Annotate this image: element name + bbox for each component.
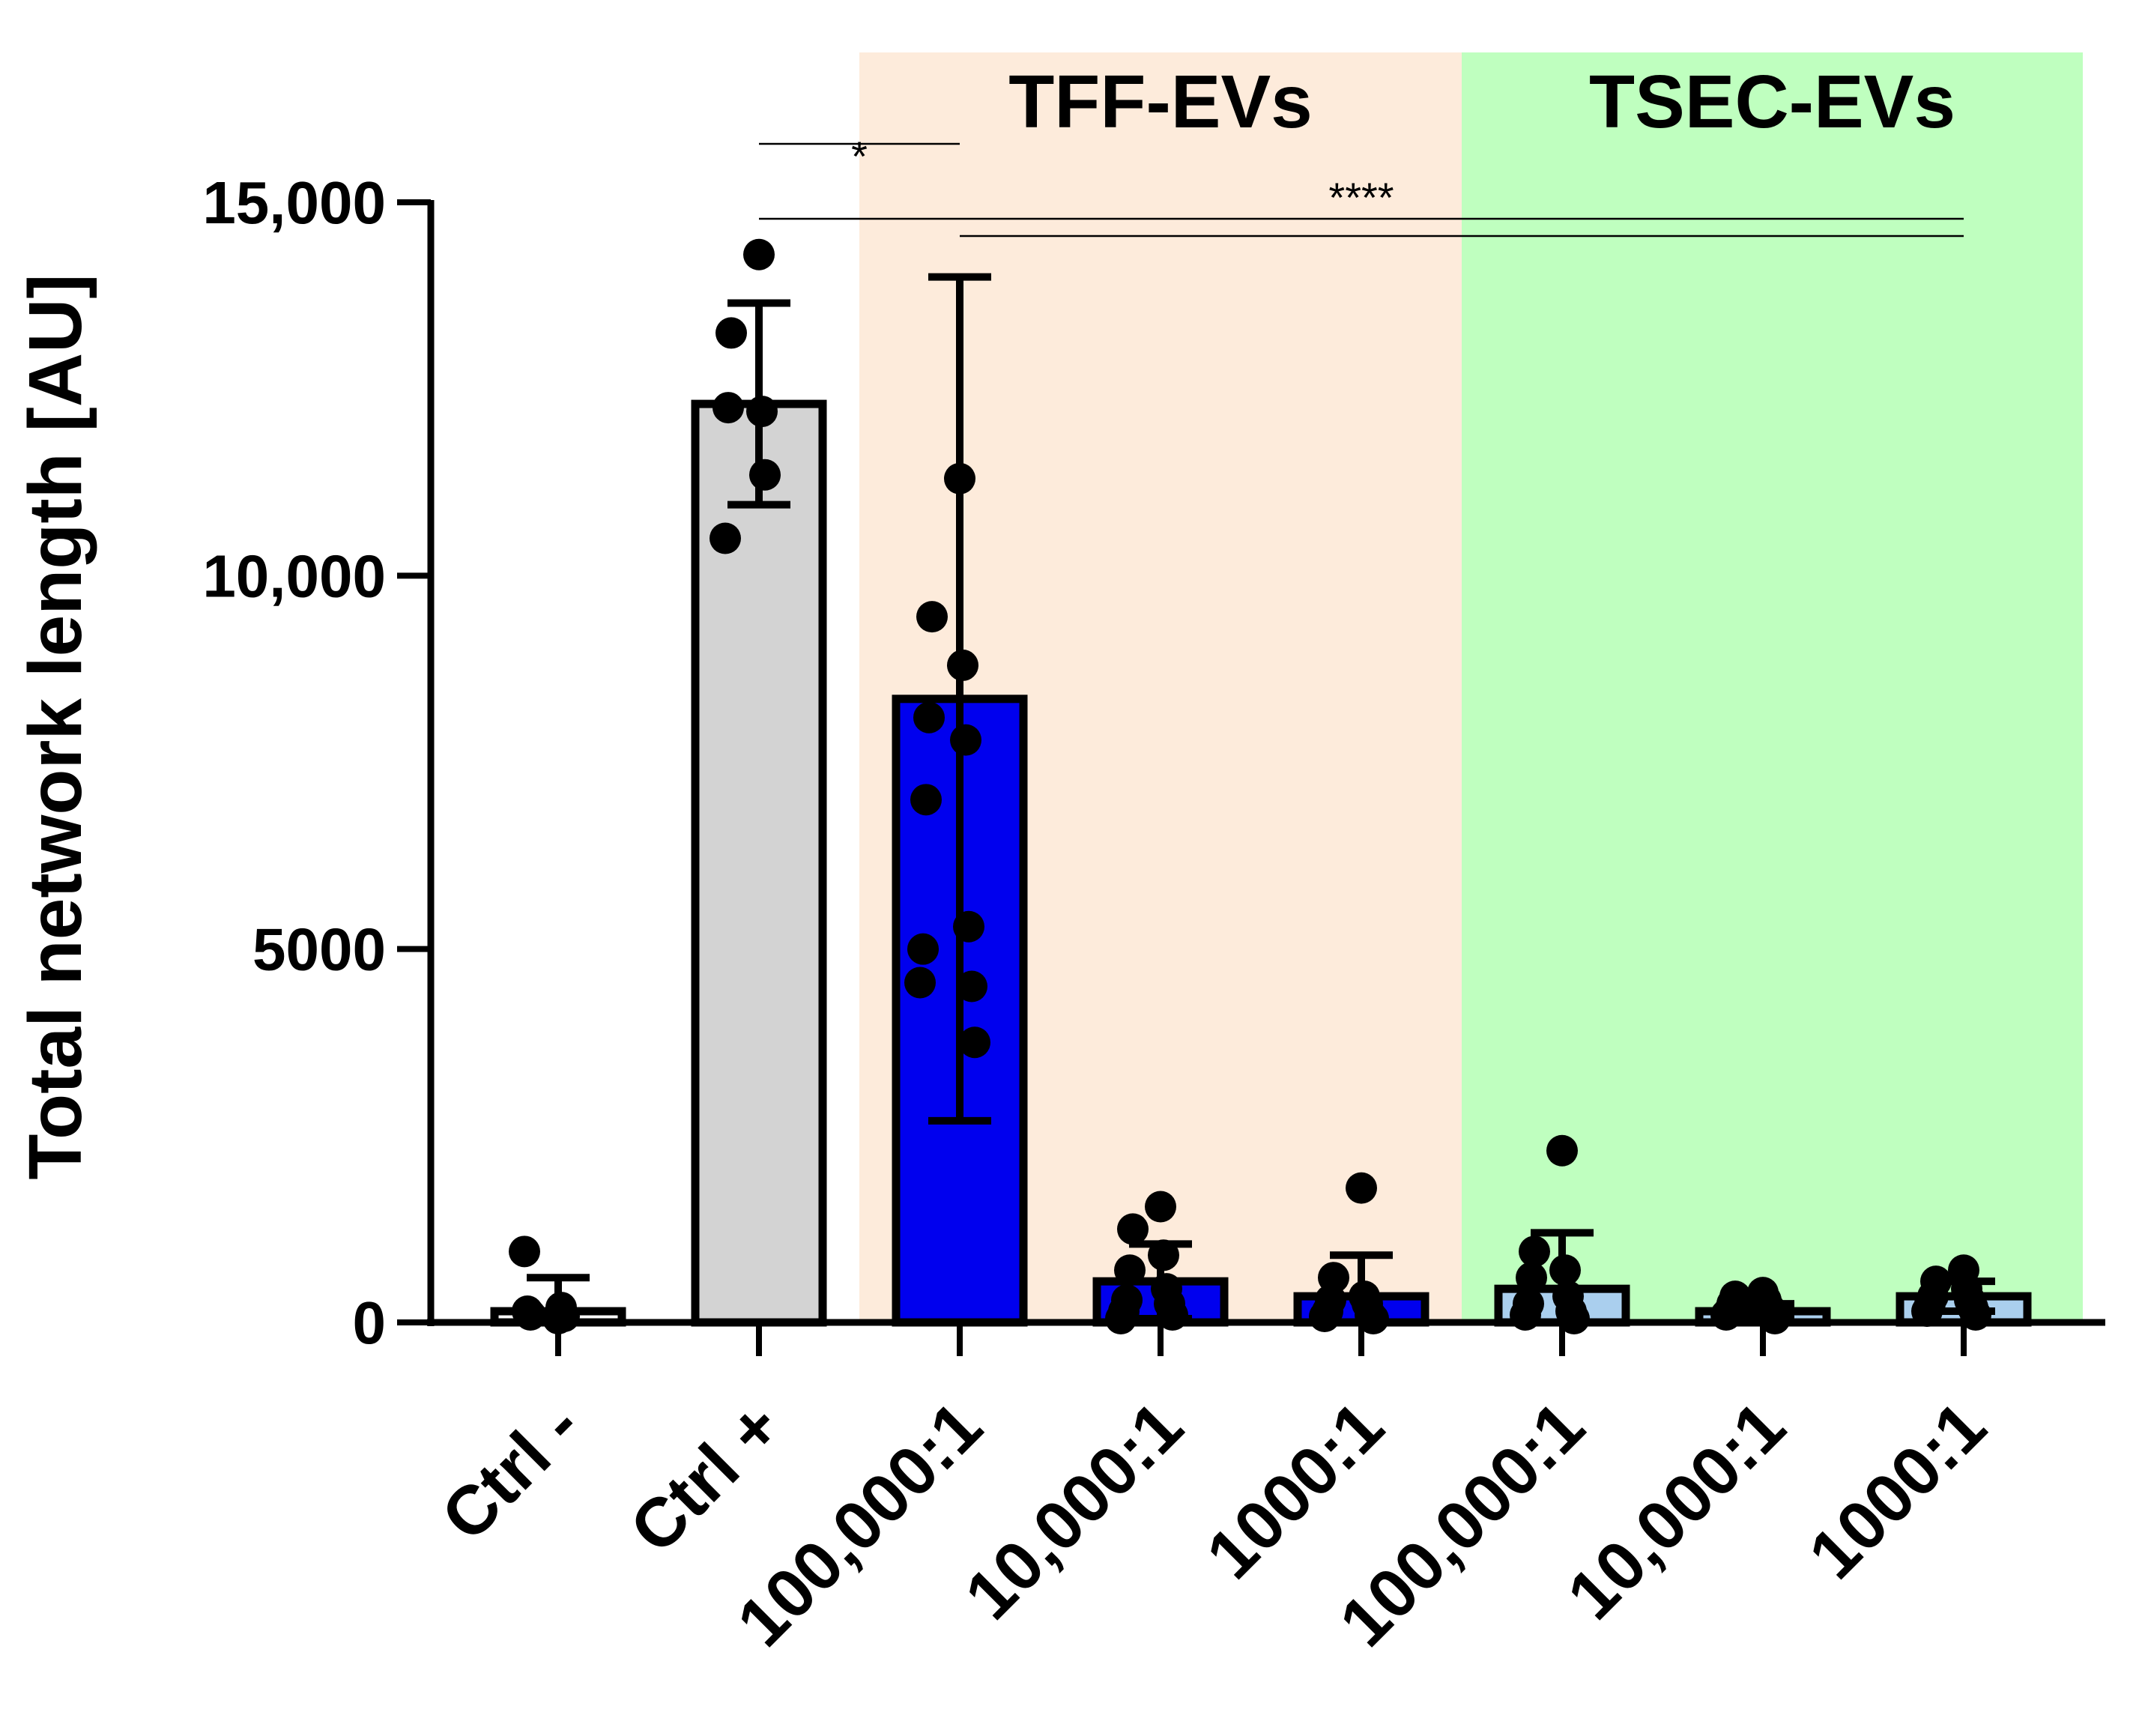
data-point-0-4 — [548, 1301, 580, 1333]
y-axis-label: Total network length [AU] — [13, 273, 97, 1179]
x-tick-label-0: Ctrl - — [427, 1388, 595, 1555]
data-point-1-3 — [713, 392, 744, 424]
data-point-2-4 — [950, 724, 981, 756]
x-tick-label-4: 1000:1 — [1192, 1388, 1398, 1594]
data-point-2-1 — [916, 601, 948, 633]
data-point-2-5 — [910, 784, 942, 816]
group-label-0: TFF-EVs — [1008, 60, 1313, 144]
bar-1 — [691, 399, 827, 1327]
data-point-2-3 — [913, 701, 945, 734]
data-point-5-3 — [1516, 1262, 1547, 1294]
data-point-4-0 — [1346, 1172, 1377, 1204]
data-point-5-2 — [1549, 1254, 1581, 1286]
data-point-0-5 — [509, 1236, 540, 1268]
y-tick-label-0: 0 — [353, 1289, 387, 1356]
data-point-6-7 — [1710, 1299, 1742, 1331]
data-point-2-9 — [904, 967, 936, 999]
data-point-3-2 — [1148, 1239, 1179, 1271]
data-point-1-0 — [743, 238, 775, 270]
data-point-5-0 — [1546, 1134, 1578, 1167]
group-labels: TFF-EVs TSEC-EVs — [1008, 60, 1955, 144]
data-point-2-6 — [953, 910, 984, 943]
x-tick-label-6: 10,000:1 — [1553, 1388, 1800, 1634]
data-point-1-1 — [715, 317, 747, 349]
y-tick-label-3: 15,000 — [202, 169, 386, 236]
data-point-1-4 — [749, 459, 781, 491]
significance-label-1: **** — [1328, 174, 1394, 221]
y-tick-label-1: 5000 — [252, 916, 386, 983]
data-point-2-10 — [959, 1026, 990, 1059]
data-point-3-9 — [1105, 1303, 1137, 1335]
data-point-2-8 — [956, 970, 987, 1002]
data-point-3-1 — [1117, 1213, 1149, 1245]
data-point-4-7 — [1309, 1301, 1340, 1333]
data-point-3-0 — [1145, 1191, 1176, 1223]
y-tick-label-2: 10,000 — [202, 542, 386, 609]
group-bands — [859, 52, 2083, 1322]
data-point-2-7 — [907, 933, 939, 965]
data-point-1-2 — [746, 396, 778, 428]
significance-label-0: * — [851, 133, 868, 180]
data-point-5-8 — [1558, 1303, 1590, 1335]
data-point-5-1 — [1519, 1236, 1550, 1268]
data-point-1-5 — [710, 522, 741, 554]
data-point-6-8 — [1759, 1303, 1791, 1335]
data-point-2-2 — [947, 649, 978, 681]
data-point-4-8 — [1358, 1303, 1389, 1335]
data-point-2-0 — [944, 462, 975, 495]
group-label-1: TSEC-EVs — [1589, 60, 1955, 144]
significance-brackets: ***** — [759, 133, 1964, 238]
group-band-1 — [1462, 52, 2083, 1322]
x-tick-label-7: 1000:1 — [1794, 1388, 2000, 1594]
x-tick-label-3: 10,000:1 — [951, 1388, 1197, 1634]
data-point-5-7 — [1510, 1299, 1541, 1331]
data-point-3-3 — [1114, 1254, 1146, 1286]
x-tick-label-1: Ctrl + — [616, 1388, 796, 1567]
